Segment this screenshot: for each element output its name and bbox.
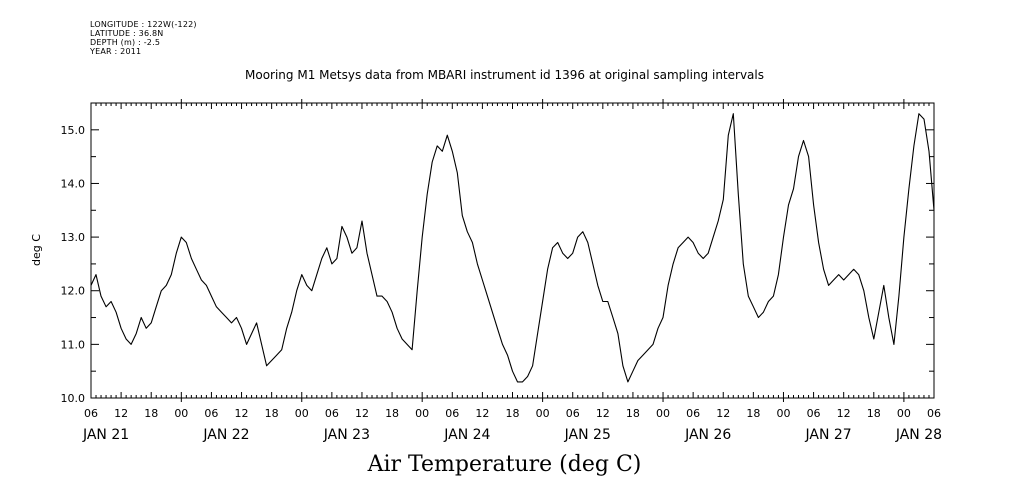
depth-text: DEPTH (m) : -2.5 xyxy=(90,38,161,47)
x-tick-label: 00 xyxy=(174,407,188,420)
x-day-label: JAN 24 xyxy=(443,427,490,443)
x-tick-label: 00 xyxy=(656,407,670,420)
x-tick-label: 00 xyxy=(776,407,790,420)
metadata-block: LONGITUDE : 122W(-122) LATITUDE : 36.8N … xyxy=(90,20,197,56)
x-tick-label: 18 xyxy=(144,407,158,420)
x-tick-label: 06 xyxy=(566,407,580,420)
y-tick-label: 11.0 xyxy=(61,338,86,351)
x-tick-label: 00 xyxy=(295,407,309,420)
x-tick-label: 18 xyxy=(867,407,881,420)
x-tick-label: 06 xyxy=(325,407,339,420)
x-tick-label: 18 xyxy=(265,407,279,420)
year-text: YEAR : 2011 xyxy=(90,47,142,56)
x-axis-label: Air Temperature (deg C) xyxy=(367,452,642,477)
x-tick-label: 00 xyxy=(897,407,911,420)
x-tick-label: 06 xyxy=(204,407,218,420)
x-tick-label: 12 xyxy=(837,407,851,420)
x-tick-label: 18 xyxy=(626,407,640,420)
series-line xyxy=(90,113,935,383)
x-tick-label: 06 xyxy=(686,407,700,420)
x-tick-label: 12 xyxy=(475,407,489,420)
x-day-label: JAN 26 xyxy=(684,427,731,443)
x-tick-label: 06 xyxy=(927,407,941,420)
plot-frame xyxy=(90,102,935,399)
x-tick-label: 06 xyxy=(445,407,459,420)
x-tick-label: 12 xyxy=(596,407,610,420)
x-tick-label: 06 xyxy=(84,407,98,420)
longitude-text: LONGITUDE : 122W(-122) xyxy=(90,20,197,29)
y-tick-label: 12.0 xyxy=(61,285,86,298)
y-tick-label: 10.0 xyxy=(61,392,86,405)
y-tick-label: 15.0 xyxy=(61,124,86,137)
axes xyxy=(90,99,935,402)
x-day-label: JAN 25 xyxy=(564,427,611,443)
x-tick-label: 12 xyxy=(114,407,128,420)
x-day-label: JAN 22 xyxy=(202,427,249,443)
y-tick-label: 14.0 xyxy=(61,177,86,190)
x-tick-label: 12 xyxy=(235,407,249,420)
tick-labels: 10.0 11.0 12.0 13.0 14.0 15.0 06 12 18 00 06 12 18 00… xyxy=(30,124,942,443)
x-tick-label: 18 xyxy=(506,407,520,420)
x-day-label: JAN 27 xyxy=(805,427,852,443)
x-day-label: JAN 21 xyxy=(82,427,129,443)
y-tick-label: 13.0 xyxy=(61,231,86,244)
x-day-label: JAN 28 xyxy=(895,427,942,443)
x-tick-label: 00 xyxy=(536,407,550,420)
x-day-label: JAN 23 xyxy=(323,427,370,443)
x-tick-label: 12 xyxy=(716,407,730,420)
x-tick-label: 00 xyxy=(415,407,429,420)
latitude-text: LATITUDE : 36.8N xyxy=(90,29,164,38)
x-tick-label: 12 xyxy=(355,407,369,420)
x-tick-label: 06 xyxy=(807,407,821,420)
y-axis-label: deg C xyxy=(30,234,43,266)
x-tick-label: 18 xyxy=(746,407,760,420)
x-tick-label: 18 xyxy=(385,407,399,420)
series-group xyxy=(90,113,935,383)
chart-title: Mooring M1 Metsys data from MBARI instru… xyxy=(245,68,764,82)
